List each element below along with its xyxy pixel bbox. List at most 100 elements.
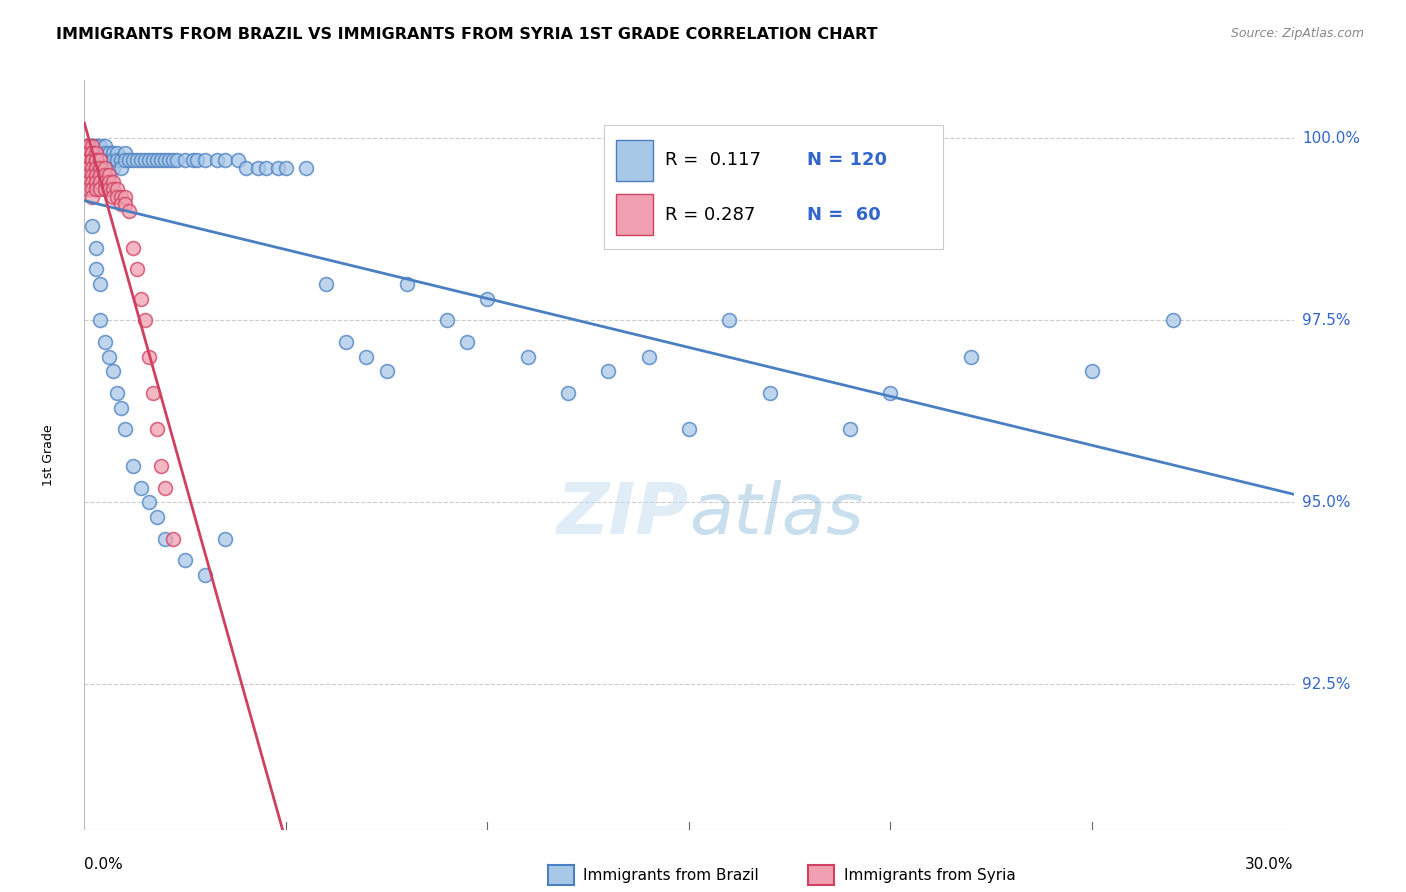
Text: IMMIGRANTS FROM BRAZIL VS IMMIGRANTS FROM SYRIA 1ST GRADE CORRELATION CHART: IMMIGRANTS FROM BRAZIL VS IMMIGRANTS FRO… — [56, 27, 877, 42]
Point — [174, 553, 197, 567]
Point — [93, 168, 115, 182]
Point — [89, 138, 111, 153]
Point — [77, 182, 100, 196]
Point — [375, 364, 398, 378]
Point — [186, 153, 208, 168]
Text: R = 0.287: R = 0.287 — [665, 206, 755, 224]
Point — [89, 146, 111, 161]
Point — [97, 350, 120, 364]
Point — [86, 153, 108, 168]
Point — [77, 161, 100, 175]
Point — [157, 153, 180, 168]
Text: N =  60: N = 60 — [807, 206, 882, 224]
Point — [335, 335, 357, 350]
Point — [118, 153, 141, 168]
Point — [456, 335, 478, 350]
FancyBboxPatch shape — [605, 125, 943, 249]
Point — [146, 509, 169, 524]
Point — [315, 277, 337, 291]
Point — [138, 350, 160, 364]
Point — [1081, 364, 1104, 378]
Point — [97, 168, 120, 182]
Point — [89, 313, 111, 327]
Point — [77, 153, 100, 168]
Point — [77, 175, 100, 189]
Point — [86, 153, 108, 168]
Point — [82, 146, 104, 161]
Point — [97, 161, 120, 175]
Point — [77, 146, 100, 161]
Point — [246, 161, 269, 175]
Point — [86, 153, 108, 168]
Point — [114, 146, 136, 161]
Point — [149, 458, 172, 473]
Point — [86, 146, 108, 161]
Text: 0.0%: 0.0% — [84, 857, 124, 872]
Point — [267, 161, 290, 175]
Point — [110, 161, 132, 175]
Text: 30.0%: 30.0% — [1246, 857, 1294, 872]
Point — [82, 153, 104, 168]
Point — [93, 175, 115, 189]
Point — [86, 146, 108, 161]
Point — [89, 153, 111, 168]
Point — [125, 262, 148, 277]
Point — [86, 262, 108, 277]
Point — [125, 153, 148, 168]
Point — [82, 175, 104, 189]
Point — [166, 153, 188, 168]
Point — [101, 364, 124, 378]
Point — [89, 146, 111, 161]
Point — [86, 138, 108, 153]
Point — [86, 153, 108, 168]
Point — [598, 364, 620, 378]
Point — [86, 241, 108, 255]
Point — [97, 153, 120, 168]
Point — [93, 161, 115, 175]
Point — [86, 168, 108, 182]
Point — [89, 182, 111, 196]
Point — [82, 182, 104, 196]
Point — [77, 138, 100, 153]
Point — [839, 422, 862, 436]
Point — [82, 161, 104, 175]
Point — [637, 350, 659, 364]
Point — [82, 146, 104, 161]
Point — [138, 495, 160, 509]
Point — [105, 189, 128, 203]
Point — [129, 153, 152, 168]
Point — [101, 153, 124, 168]
Point — [226, 153, 249, 168]
Point — [194, 153, 217, 168]
Point — [82, 182, 104, 196]
Point — [134, 313, 156, 327]
FancyBboxPatch shape — [616, 194, 652, 235]
Point — [93, 335, 115, 350]
Point — [214, 532, 236, 546]
Point — [138, 153, 160, 168]
Point — [718, 313, 741, 327]
Point — [254, 161, 277, 175]
Point — [295, 161, 318, 175]
Point — [86, 175, 108, 189]
Point — [89, 175, 111, 189]
Point — [97, 182, 120, 196]
Point — [86, 138, 108, 153]
Text: 1st Grade: 1st Grade — [42, 424, 55, 486]
Point — [82, 168, 104, 182]
Point — [101, 189, 124, 203]
Point — [207, 153, 229, 168]
Point — [93, 138, 115, 153]
Point — [82, 153, 104, 168]
Point — [194, 568, 217, 582]
Text: atlas: atlas — [689, 481, 863, 549]
Point — [77, 161, 100, 175]
Point — [89, 161, 111, 175]
Text: 92.5%: 92.5% — [1302, 676, 1350, 691]
Point — [153, 481, 176, 495]
Point — [86, 168, 108, 182]
Point — [162, 532, 184, 546]
Point — [105, 153, 128, 168]
Point — [77, 138, 100, 153]
Point — [557, 386, 579, 401]
